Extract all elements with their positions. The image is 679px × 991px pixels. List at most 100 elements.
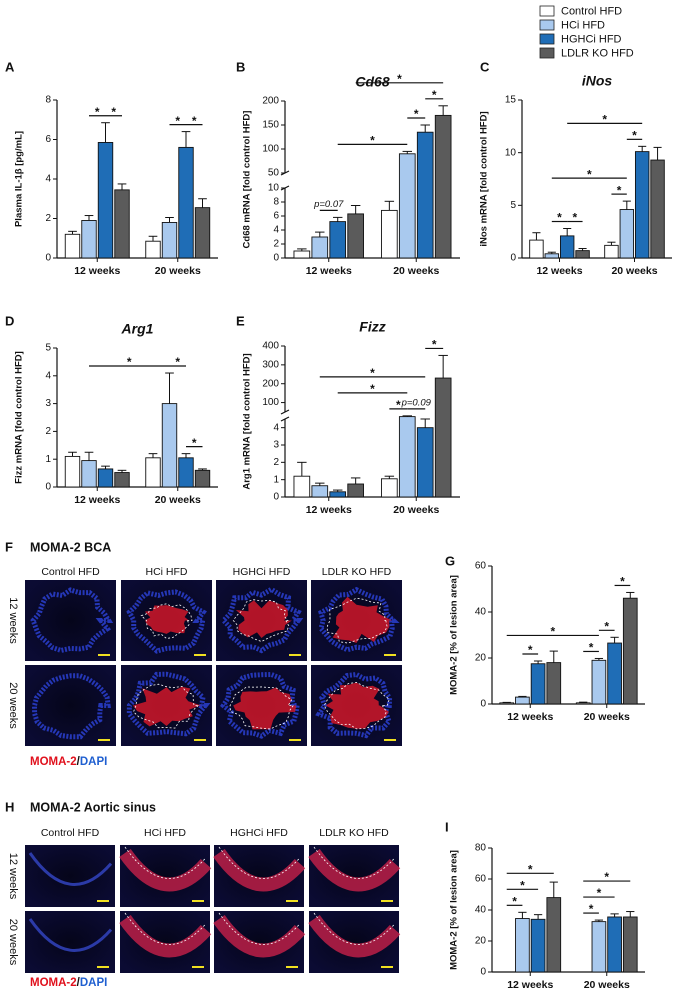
bar	[398, 153, 416, 259]
y-tick-label: 0	[480, 967, 486, 978]
error-bar	[350, 205, 361, 214]
panel-letter: E	[236, 313, 245, 328]
micrograph	[311, 580, 402, 661]
significance-label: *	[589, 641, 594, 655]
error-bar	[84, 451, 94, 461]
panel-letter: C	[480, 59, 490, 74]
bar	[515, 696, 530, 705]
error-bar	[332, 216, 343, 222]
y-tick-label: 200	[262, 378, 279, 389]
micrograph	[121, 580, 212, 661]
bar	[114, 189, 130, 259]
bar	[381, 209, 398, 259]
error-bar	[547, 251, 556, 254]
y-tick-label: 20	[475, 936, 487, 947]
y-tick-label: 0	[273, 492, 279, 503]
error-bar	[148, 453, 158, 458]
panel-letter: F	[5, 539, 13, 554]
y-tick-label: 100	[262, 144, 279, 155]
error-bar	[384, 475, 395, 479]
vessel-wall	[213, 848, 306, 892]
bar	[591, 921, 607, 973]
error-bar	[607, 241, 616, 246]
micrograph	[213, 911, 306, 973]
x-tick-label: 20 weeks	[155, 265, 201, 277]
micrograph	[216, 665, 307, 746]
y-tick-label: 40	[475, 905, 487, 916]
error-bar	[84, 215, 94, 221]
legend-swatch	[539, 33, 555, 45]
y-tick-label: 2	[273, 239, 279, 250]
bar	[381, 478, 398, 498]
y-tick-label: 1	[45, 454, 51, 465]
error-bar	[181, 453, 191, 458]
error-bar	[165, 217, 174, 223]
panel-title: MOMA-2 BCA	[30, 540, 111, 554]
bar	[347, 213, 364, 259]
lesion-stain	[332, 596, 392, 643]
micrograph	[25, 845, 115, 907]
panel-letter: G	[445, 553, 455, 568]
y-tick-label: 1	[273, 474, 279, 485]
error-bar	[518, 695, 527, 698]
bar	[575, 702, 591, 705]
bar	[145, 457, 161, 488]
legend-label: Control HFD	[561, 5, 622, 17]
significance-label: *	[192, 436, 197, 450]
axis-break	[280, 409, 290, 415]
y-tick-label: 300	[262, 359, 279, 370]
error-bar	[315, 482, 325, 486]
row-label: 12 weeks	[7, 597, 19, 644]
error-bar	[117, 183, 127, 190]
lesion-stain	[133, 686, 202, 727]
error-bar	[148, 235, 158, 242]
bar	[634, 151, 650, 259]
error-bar	[402, 415, 413, 417]
lesion-outline	[133, 683, 200, 729]
y-tick-label: 2	[45, 213, 51, 224]
bar	[178, 146, 194, 259]
bar	[622, 916, 638, 973]
lesion-outline	[313, 912, 396, 945]
legend-label: HCi HFD	[561, 19, 605, 31]
y-tick-label: 50	[268, 168, 280, 179]
error-bar	[610, 913, 619, 917]
error-bar	[518, 911, 527, 919]
bar	[178, 457, 194, 488]
bar	[546, 897, 562, 973]
significance-label: p=0.09	[401, 397, 432, 408]
x-tick-label: 12 weeks	[507, 979, 553, 991]
bar	[81, 460, 97, 488]
significance-label: *	[573, 211, 578, 225]
significance-label: *	[175, 114, 180, 128]
error-bar	[181, 131, 191, 148]
bar	[559, 235, 575, 259]
y-tick-label: 60	[475, 561, 487, 572]
legend-label: LDLR KO HFD	[561, 47, 634, 59]
y-axis-label: Fizz mRNA [fold control HFD]	[14, 351, 25, 484]
x-tick-label: 12 weeks	[74, 265, 120, 277]
micrograph	[311, 665, 402, 746]
legend-swatch	[539, 5, 555, 17]
y-tick-label: 10	[268, 183, 280, 194]
error-bar	[297, 461, 307, 477]
lesion-outline	[323, 681, 390, 730]
micrograph	[119, 911, 212, 973]
nuclei-ring	[220, 586, 304, 654]
significance-label: *	[550, 625, 555, 639]
error-bar	[101, 122, 110, 143]
significance-label: *	[528, 643, 533, 657]
bar	[81, 220, 97, 259]
panel-letter: D	[5, 313, 14, 328]
bar	[64, 233, 81, 259]
error-bar	[579, 701, 588, 703]
x-tick-label: 20 weeks	[393, 265, 439, 277]
y-tick-label: 0	[273, 253, 279, 264]
nuclei-ring	[31, 673, 111, 740]
significance-label: *	[397, 72, 402, 86]
y-tick-label: 400	[262, 341, 279, 352]
stain-separator: /	[77, 756, 81, 768]
column-label: Control HFD	[41, 566, 100, 578]
error-bar	[420, 418, 430, 428]
bar	[161, 221, 178, 259]
